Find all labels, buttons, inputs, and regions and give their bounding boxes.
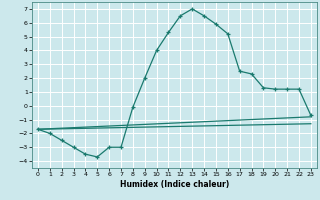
X-axis label: Humidex (Indice chaleur): Humidex (Indice chaleur) xyxy=(120,180,229,189)
